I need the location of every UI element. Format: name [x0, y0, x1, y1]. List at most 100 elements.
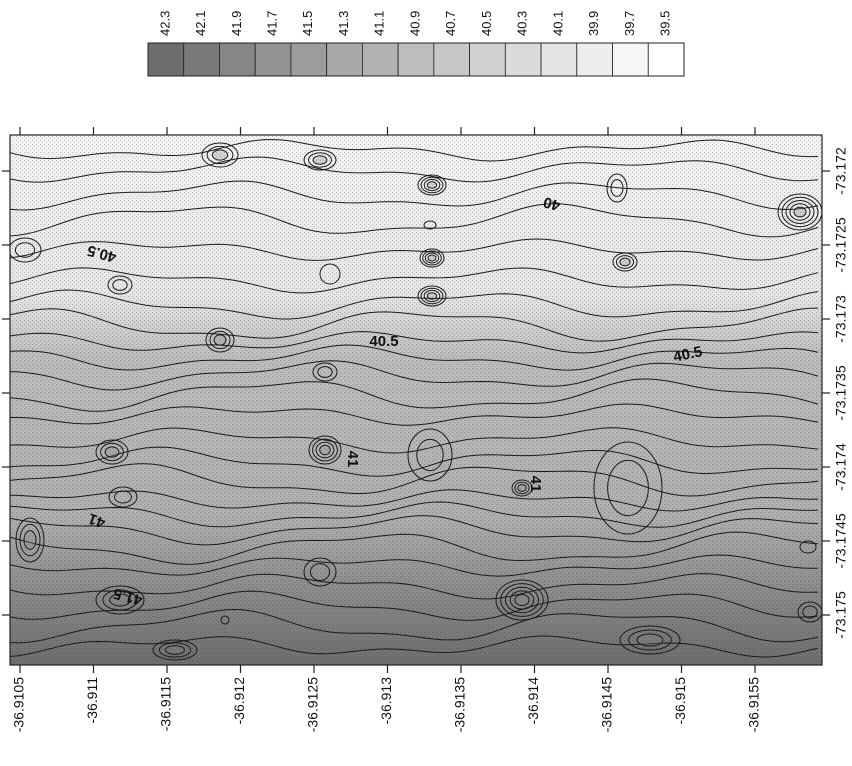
legend-swatch — [254, 42, 292, 77]
contour-line — [10, 573, 819, 600]
y-tick-label: -73.172 — [833, 147, 849, 195]
contour-spot — [427, 254, 437, 262]
x-axis: -36.9105 -36.911 -36.9115 -36.912 -36.9125 -3… — [11, 127, 762, 732]
legend-swatch — [469, 42, 506, 77]
y-tick-label: -73.1735 — [833, 365, 849, 420]
contour-spot — [514, 481, 530, 495]
contour-line — [10, 554, 818, 577]
contour-spot — [152, 639, 198, 661]
contour-line — [10, 515, 819, 546]
contour-line — [10, 608, 819, 644]
legend-label: 40.3 — [515, 11, 530, 36]
contour-spot — [112, 279, 128, 291]
contour-line — [10, 360, 819, 391]
legend-label: 41.9 — [229, 11, 244, 36]
contour-spot — [607, 459, 649, 517]
contour-spot — [610, 179, 624, 197]
contour-spot — [793, 206, 807, 218]
contour-spot — [102, 589, 138, 611]
y-tick-label: -73.173 — [833, 295, 849, 343]
contour-spot — [606, 173, 628, 203]
contour-line — [10, 403, 819, 426]
contour-spot — [312, 362, 338, 382]
plot-texture — [10, 135, 822, 665]
contour-spot — [495, 579, 549, 621]
contour-line — [10, 180, 819, 211]
contour-spot — [114, 490, 132, 504]
contour-label: 41 — [86, 510, 107, 532]
x-tick-label: -36.9125 — [305, 677, 321, 732]
legend-swatch — [647, 42, 685, 77]
y-tick-label: -73.174 — [833, 443, 849, 491]
contour-spot — [419, 248, 445, 268]
contour-spot — [517, 484, 527, 492]
legend-swatch — [219, 42, 256, 77]
contour-spot — [95, 439, 129, 465]
contour-spots — [10, 142, 822, 661]
contour-spot — [14, 242, 36, 258]
contour-spot — [423, 289, 441, 303]
contour-spot — [201, 142, 239, 168]
contour-labels: 40.5 40 40.5 40.5 41 41 41 41.5 — [86, 193, 704, 608]
contour-spot — [109, 593, 131, 607]
contour-spot — [309, 563, 331, 581]
legend-swatch — [576, 42, 613, 77]
contour-spot — [426, 181, 438, 189]
contour-spot — [423, 178, 441, 192]
contour-label: 40.5 — [672, 343, 704, 366]
contour-spot — [312, 155, 328, 165]
contour-spot — [308, 152, 332, 168]
contour-line — [10, 590, 819, 621]
contour-spot — [505, 586, 539, 614]
contour-spot — [19, 523, 41, 557]
legend-swatch — [361, 42, 399, 77]
legend-label: 41.7 — [265, 11, 280, 36]
contour-spot — [593, 441, 663, 535]
legend-frame — [147, 42, 685, 77]
contour-line — [10, 501, 819, 528]
y-tick-label: -73.1745 — [833, 513, 849, 568]
contour-spot — [211, 149, 229, 161]
x-tick-label: -36.915 — [672, 677, 688, 725]
contour-line — [10, 489, 819, 512]
legend-swatch — [147, 42, 185, 77]
contour-line — [10, 378, 819, 412]
legend-swatch — [504, 42, 542, 77]
contour-spot — [628, 629, 672, 651]
x-tick-label: -36.9105 — [11, 677, 27, 732]
contour-spot — [777, 193, 822, 231]
x-tick-label: -36.913 — [378, 677, 394, 725]
contour-line — [10, 446, 818, 477]
contour-spot — [206, 145, 234, 165]
contour-line — [10, 635, 819, 658]
contour-spot — [303, 557, 337, 587]
legend-swatch — [397, 42, 435, 77]
contour-spot — [15, 517, 45, 563]
contour-spot — [95, 585, 145, 615]
contour-spot — [619, 625, 681, 655]
contour-spot — [785, 200, 815, 224]
contour-line — [10, 331, 819, 354]
legend-swatch — [326, 42, 363, 77]
legend-label: 41.3 — [336, 11, 351, 36]
contour-spot — [319, 263, 341, 285]
x-tick-label: -36.9135 — [452, 677, 468, 732]
legend-label: 40.1 — [550, 11, 565, 36]
contour-spot — [205, 327, 235, 353]
contour-spot — [23, 530, 37, 550]
x-tick-label: -36.912 — [231, 677, 247, 725]
contour-spot — [319, 444, 331, 456]
contour-line — [10, 344, 819, 371]
contour-spot — [802, 605, 818, 619]
contour-line — [10, 267, 819, 294]
legend-swatch — [433, 42, 471, 77]
contour-spot — [514, 594, 530, 606]
legend-swatch — [612, 42, 649, 77]
contour-spot — [315, 441, 335, 459]
contour-spot — [636, 633, 664, 647]
contour-spot — [312, 438, 338, 462]
contour-spot — [511, 479, 533, 497]
legend-label: 40.9 — [407, 11, 422, 36]
contour-spot — [10, 237, 42, 263]
